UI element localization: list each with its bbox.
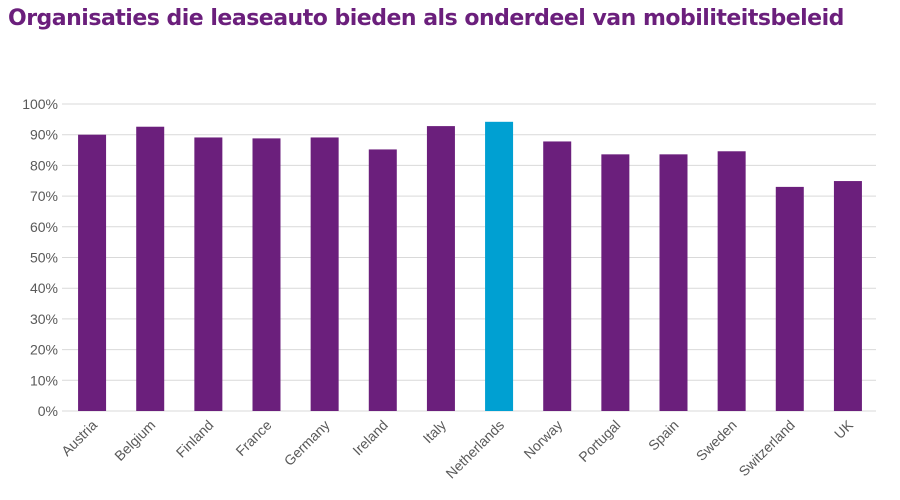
y-tick-label: 20% [30, 342, 58, 358]
y-tick-label: 50% [30, 250, 58, 266]
x-tick-label: Spain [645, 417, 682, 454]
x-tick-label: Belgium [111, 417, 158, 464]
x-tick-label: Netherlands [442, 417, 507, 482]
y-tick-label: 100% [22, 96, 58, 112]
bar-finland [194, 137, 223, 411]
x-tick-label: Portugal [575, 417, 623, 465]
bar-belgium [136, 126, 165, 411]
x-tick-label: UK [831, 416, 857, 442]
x-tick-label: Ireland [349, 417, 391, 459]
x-tick-label: Sweden [693, 417, 740, 464]
bar-norway [543, 141, 572, 412]
y-tick-label: 10% [30, 372, 58, 388]
bar-switzerland [775, 186, 804, 411]
x-tick-label: Switzerland [735, 417, 797, 479]
x-tick-label: Austria [58, 417, 100, 459]
x-tick-label: Norway [520, 417, 565, 462]
y-tick-label: 70% [30, 188, 58, 204]
bar-sweden [717, 151, 746, 411]
bar-spain [659, 154, 688, 411]
y-tick-label: 40% [30, 280, 58, 296]
bar-uk [833, 181, 862, 411]
y-tick-label: 80% [30, 157, 58, 173]
bar-netherlands [485, 121, 514, 411]
bar-italy [426, 126, 455, 411]
x-tick-label: Germany [281, 417, 333, 469]
bar-austria [78, 134, 107, 411]
y-tick-label: 30% [30, 311, 58, 327]
y-tick-label: 90% [30, 127, 58, 143]
bar-germany [310, 137, 339, 411]
bar-portugal [601, 154, 630, 411]
chart-title: Organisaties die leaseauto bieden als on… [8, 6, 844, 31]
bar-ireland [368, 149, 397, 411]
y-tick-label: 60% [30, 219, 58, 235]
y-tick-label: 0% [38, 403, 58, 419]
x-tick-label: France [232, 417, 274, 459]
x-tick-label: Finland [173, 417, 217, 461]
bar-france [252, 138, 281, 411]
x-tick-label: Italy [420, 417, 449, 446]
